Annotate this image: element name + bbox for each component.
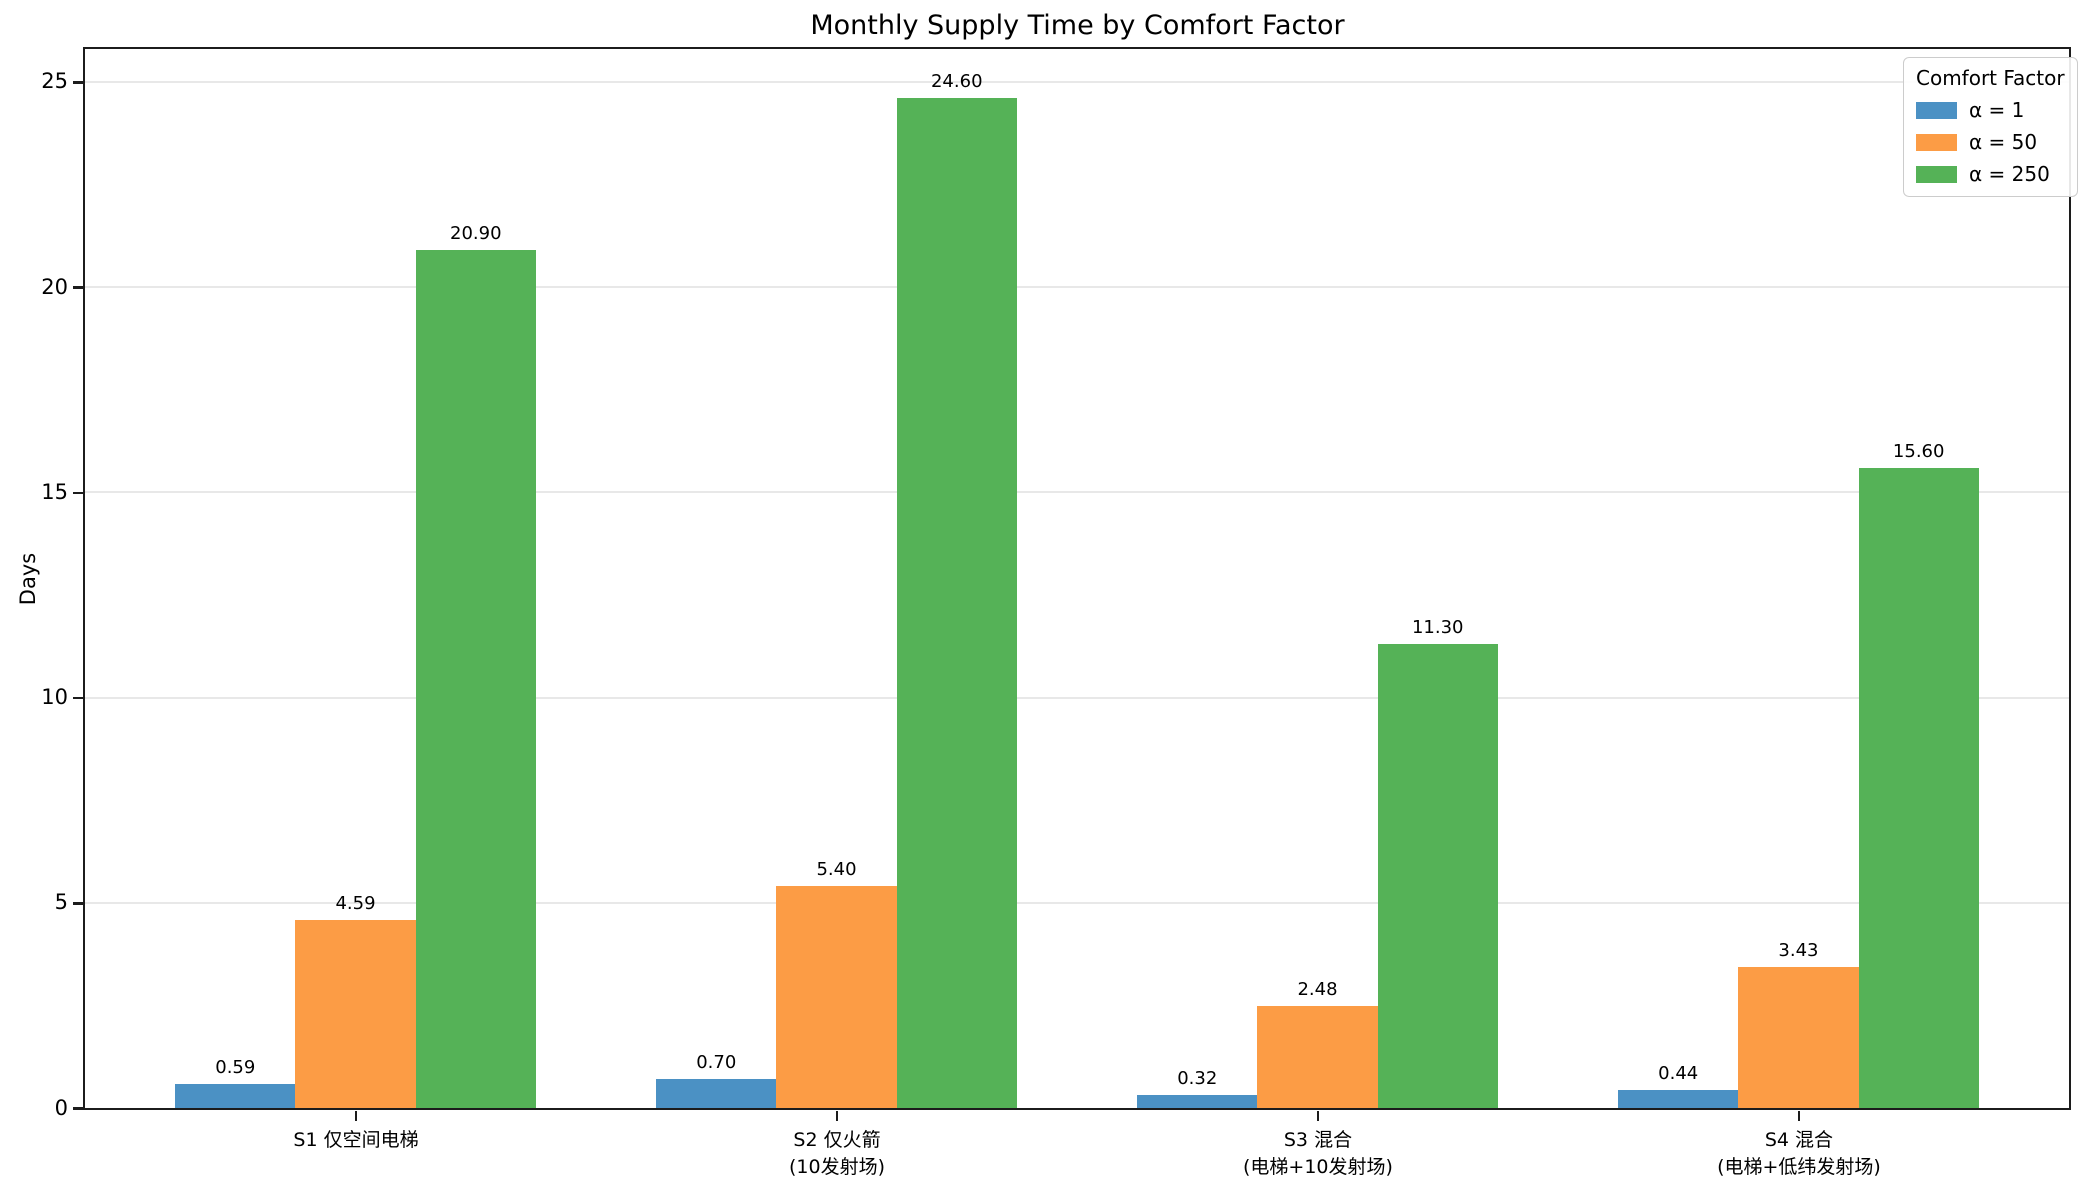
y-tick-label: 25 — [41, 69, 68, 94]
bar-value-label: 2.48 — [1297, 979, 1338, 1001]
bar — [415, 250, 536, 1108]
bar — [1858, 467, 1979, 1108]
bar-value-label: 11.30 — [1411, 617, 1464, 639]
legend-item-label: α = 50 — [1969, 130, 2038, 154]
legend-item: α = 250 — [1916, 162, 2065, 186]
legend-swatch — [1916, 133, 1957, 151]
y-tick-label: 15 — [41, 479, 68, 504]
bar-value-label: 15.60 — [1892, 440, 1945, 462]
x-tick-label-line: (电梯+低纬发射场) — [1717, 1155, 1881, 1178]
x-tick-mark — [354, 1111, 358, 1121]
bar — [175, 1083, 296, 1108]
x-tick-label-line: S1 仅空间电梯 — [293, 1128, 419, 1151]
x-tick-label-line: (电梯+10发射场) — [1243, 1155, 1393, 1178]
bar — [776, 886, 897, 1108]
bar-value-label: 0.59 — [215, 1056, 256, 1078]
bar-value-label: 4.59 — [335, 892, 376, 914]
bar — [1257, 1006, 1378, 1108]
bar — [896, 98, 1017, 1108]
x-tick-label: S4 混合 (电梯+低纬发射场) — [1539, 1127, 2059, 1181]
legend-item-label: α = 1 — [1969, 98, 2025, 122]
y-tick-label: 20 — [41, 274, 68, 299]
x-tick-label-line: S2 仅火箭 — [793, 1128, 881, 1151]
legend-item: α = 50 — [1916, 130, 2065, 154]
bar — [1738, 967, 1859, 1108]
x-tick-label-line: (10发射场) — [788, 1155, 885, 1178]
bar-value-label: 0.32 — [1177, 1067, 1218, 1089]
x-tick-mark — [1797, 1111, 1801, 1121]
legend-item-label: α = 250 — [1969, 162, 2050, 186]
y-tick-mark — [73, 902, 83, 905]
chart-title: Monthly Supply Time by Comfort Factor — [810, 10, 1345, 41]
legend-swatch — [1916, 101, 1957, 119]
x-tick-mark — [835, 1111, 839, 1121]
gridline — [85, 80, 2069, 83]
x-tick-label: S3 混合 (电梯+10发射场) — [1058, 1127, 1578, 1181]
y-tick-mark — [73, 491, 83, 495]
gridline — [85, 696, 2069, 699]
y-tick-label: 5 — [54, 890, 68, 915]
bar-value-label: 0.44 — [1658, 1062, 1699, 1084]
bar-value-label: 5.40 — [816, 859, 857, 881]
y-tick-mark — [73, 286, 83, 289]
y-tick-mark — [73, 696, 83, 700]
bar — [1137, 1094, 1258, 1108]
bar — [656, 1079, 777, 1108]
legend: Comfort Factor α = 1 α = 50 α = 250 — [1903, 57, 2078, 197]
gridline — [85, 901, 2069, 904]
bar — [295, 919, 416, 1108]
bar-value-label: 0.70 — [696, 1052, 737, 1074]
y-tick-mark — [73, 1107, 83, 1110]
bar — [1618, 1089, 1739, 1108]
y-axis-label: Days — [16, 552, 40, 606]
gridline — [85, 491, 2069, 494]
gridline — [85, 286, 2069, 289]
plot-area: 0.59 0.70 0.32 0.44 4.59 5.40 2.48 3.43 20.90 24.… — [83, 47, 2071, 1110]
y-tick-label: 0 — [54, 1095, 68, 1120]
x-tick-mark — [1316, 1111, 1320, 1121]
x-tick-label: S1 仅空间电梯 — [96, 1127, 616, 1154]
bar-value-label: 3.43 — [1778, 940, 1819, 962]
legend-title: Comfort Factor — [1916, 66, 2065, 90]
y-tick-label: 10 — [41, 685, 68, 710]
bar — [1377, 644, 1498, 1108]
y-tick-mark — [73, 81, 83, 84]
legend-items: α = 1 α = 50 α = 250 — [1916, 98, 2065, 186]
bar-value-label: 20.90 — [450, 223, 502, 245]
x-tick-label: S2 仅火箭 (10发射场) — [577, 1127, 1097, 1181]
legend-swatch — [1916, 165, 1957, 183]
x-tick-label-line: S3 混合 — [1283, 1128, 1353, 1151]
x-tick-label-line: S4 混合 — [1764, 1128, 1834, 1151]
bar-value-label: 24.60 — [930, 71, 983, 93]
legend-item: α = 1 — [1916, 98, 2065, 122]
